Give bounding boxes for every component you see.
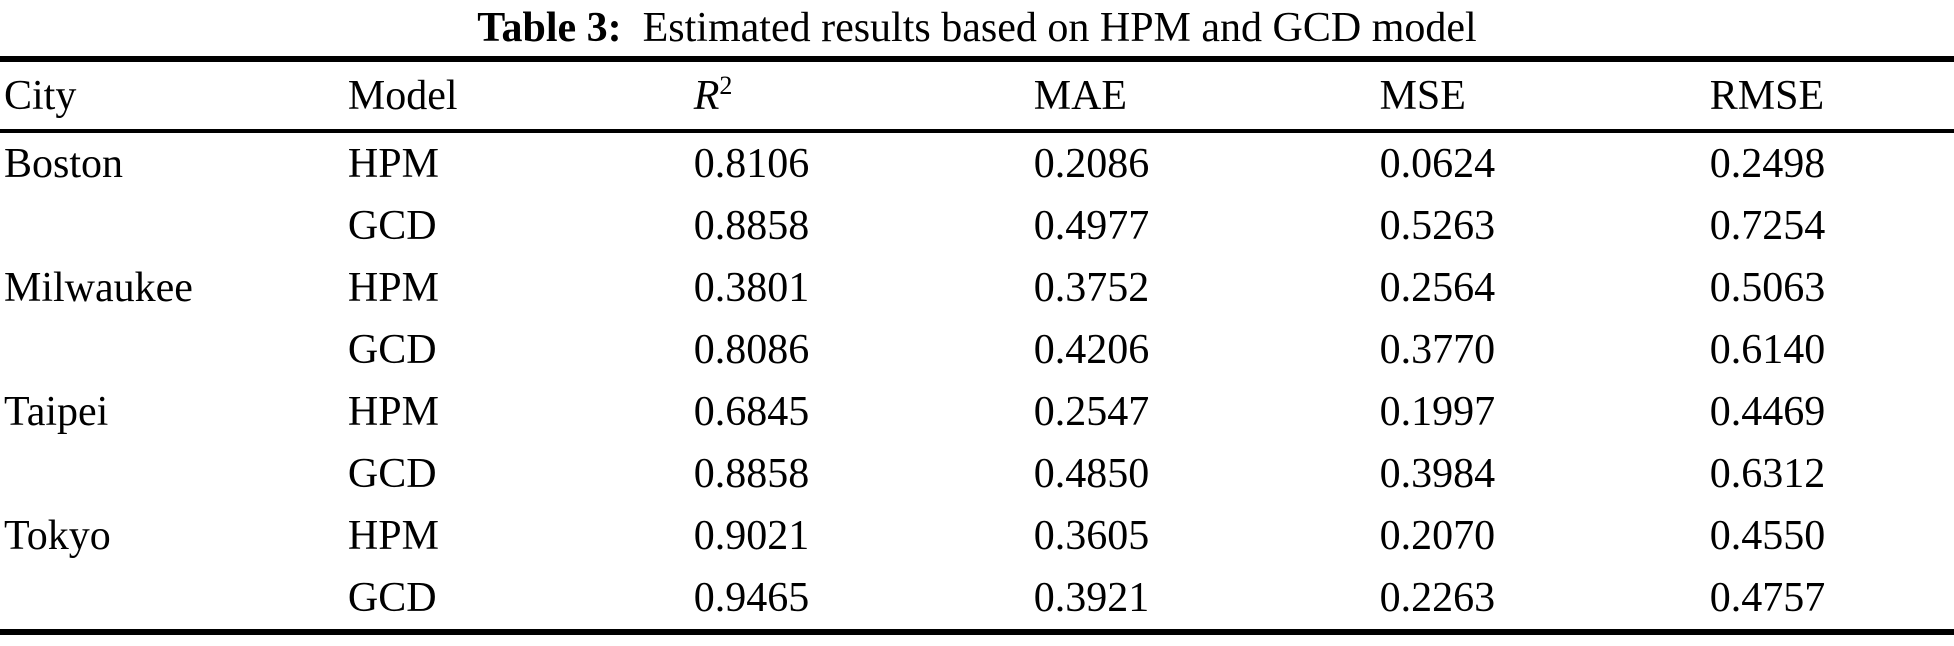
cell-city: Taipei <box>4 389 109 435</box>
table-body: Boston HPM 0.8106 0.2086 0.0624 0.2498 G… <box>0 133 1954 635</box>
cell-mae: 0.4977 <box>1033 203 1150 249</box>
cell-r-squared: 0.9021 <box>693 513 810 559</box>
cell-mae: 0.3921 <box>1033 575 1150 621</box>
cell-mse: 0.0624 <box>1379 141 1496 187</box>
cell-rmse: 0.4757 <box>1709 575 1826 621</box>
table-caption-label: Table 3: <box>477 5 622 51</box>
cell-model: GCD <box>347 451 437 497</box>
r-squared-base: R <box>693 72 720 119</box>
cell-city: Tokyo <box>4 513 111 559</box>
column-header-mae: MAE <box>1033 72 1128 119</box>
cell-rmse: 0.5063 <box>1709 265 1826 311</box>
table-header-row: City Model R2 MAE MSE RMSE <box>0 56 1954 133</box>
cell-model: HPM <box>347 265 439 311</box>
table-row: GCD 0.8086 0.4206 0.3770 0.6140 <box>0 319 1954 381</box>
column-header-city: City <box>4 72 77 119</box>
cell-city: Boston <box>4 141 124 187</box>
cell-model: HPM <box>347 513 439 559</box>
cell-rmse: 0.4469 <box>1709 389 1826 435</box>
cell-mse: 0.2564 <box>1379 265 1496 311</box>
column-header-mse: MSE <box>1379 72 1466 119</box>
cell-r-squared: 0.8106 <box>693 141 810 187</box>
cell-mae: 0.2547 <box>1033 389 1150 435</box>
table-row: Milwaukee HPM 0.3801 0.3752 0.2564 0.506… <box>0 257 1954 319</box>
cell-r-squared: 0.8858 <box>693 451 810 497</box>
cell-rmse: 0.7254 <box>1709 203 1826 249</box>
cell-rmse: 0.6312 <box>1709 451 1826 497</box>
cell-mse: 0.3984 <box>1379 451 1496 497</box>
cell-r-squared: 0.8858 <box>693 203 810 249</box>
cell-model: GCD <box>347 327 437 373</box>
cell-r-squared: 0.9465 <box>693 575 810 621</box>
cell-rmse: 0.6140 <box>1709 327 1826 373</box>
table-row: Tokyo HPM 0.9021 0.3605 0.2070 0.4550 <box>0 505 1954 567</box>
column-header-model: Model <box>347 72 458 119</box>
cell-mae: 0.3752 <box>1033 265 1150 311</box>
column-header-rmse: RMSE <box>1709 72 1825 119</box>
cell-mse: 0.1997 <box>1379 389 1496 435</box>
cell-model: HPM <box>347 141 439 187</box>
cell-model: HPM <box>347 389 439 435</box>
results-table: City Model R2 MAE MSE RMSE Boston HPM 0.… <box>0 56 1954 635</box>
cell-mse: 0.2263 <box>1379 575 1496 621</box>
table-caption-text: Estimated results based on HPM and GCD m… <box>642 5 1477 51</box>
cell-rmse: 0.4550 <box>1709 513 1826 559</box>
table-row: GCD 0.8858 0.4850 0.3984 0.6312 <box>0 443 1954 505</box>
table-row: Taipei HPM 0.6845 0.2547 0.1997 0.4469 <box>0 381 1954 443</box>
cell-mse: 0.5263 <box>1379 203 1496 249</box>
cell-mae: 0.4206 <box>1033 327 1150 373</box>
cell-r-squared: 0.8086 <box>693 327 810 373</box>
cell-mse: 0.3770 <box>1379 327 1496 373</box>
table-row: GCD 0.8858 0.4977 0.5263 0.7254 <box>0 195 1954 257</box>
table-caption: Table 3: Estimated results based on HPM … <box>0 0 1954 56</box>
cell-city: Milwaukee <box>4 265 193 311</box>
cell-model: GCD <box>347 575 437 621</box>
cell-mse: 0.2070 <box>1379 513 1496 559</box>
cell-mae: 0.4850 <box>1033 451 1150 497</box>
table-row: GCD 0.9465 0.3921 0.2263 0.4757 <box>0 567 1954 629</box>
cell-r-squared: 0.3801 <box>693 265 810 311</box>
cell-mae: 0.2086 <box>1033 141 1150 187</box>
r-squared-exponent: 2 <box>719 70 733 100</box>
table-row: Boston HPM 0.8106 0.2086 0.0624 0.2498 <box>0 133 1954 195</box>
cell-rmse: 0.2498 <box>1709 141 1826 187</box>
cell-model: GCD <box>347 203 437 249</box>
cell-r-squared: 0.6845 <box>693 389 810 435</box>
cell-mae: 0.3605 <box>1033 513 1150 559</box>
column-header-r-squared: R2 <box>690 72 1030 119</box>
